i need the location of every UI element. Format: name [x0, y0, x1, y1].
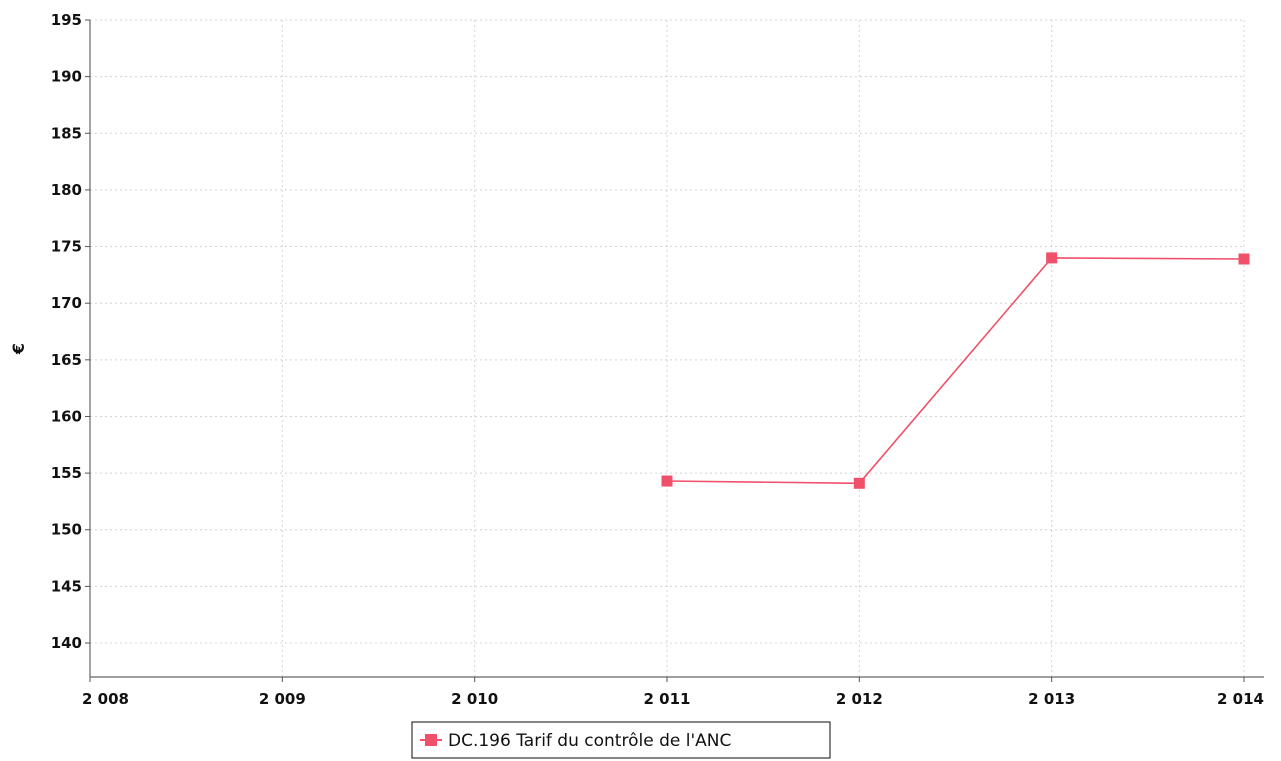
- y-tick-label: 180: [51, 181, 82, 199]
- series-point: [853, 477, 865, 489]
- y-tick-label: 165: [51, 351, 82, 369]
- x-tick-label: 2 010: [451, 690, 498, 708]
- legend-box: [411, 721, 831, 759]
- x-tick-label: 2 009: [259, 690, 306, 708]
- y-tick-label: 170: [51, 294, 82, 312]
- y-axis-label: €: [9, 343, 28, 355]
- x-tick-label: 2 008: [82, 690, 129, 708]
- axes: [89, 20, 1264, 678]
- x-tick-label: 2 013: [1028, 690, 1075, 708]
- series: [661, 252, 1250, 489]
- y-tick-label: 160: [51, 407, 82, 425]
- y-tick-label: 155: [51, 464, 82, 482]
- y-tick-label: 195: [51, 11, 82, 29]
- series-line: [666, 257, 1245, 485]
- x-axis-ticks: 2 008 2 009 2 010 2 011 2 012 2 013 2 014: [82, 677, 1264, 708]
- y-tick-label: 175: [51, 238, 82, 256]
- x-tick-label: 2 011: [644, 690, 691, 708]
- legend-marker-swatch: [425, 734, 437, 746]
- y-tick-label: 190: [51, 68, 82, 86]
- legend-entry-label: DC.196 Tarif du contrôle de l'ANC: [448, 731, 731, 751]
- series-point: [1046, 252, 1058, 264]
- grid: [89, 19, 1245, 677]
- y-axis-ticks: 140 145 150 155 160 165 170 175 180 185 190 195: [51, 11, 90, 652]
- legend: DC.196 Tarif du contrôle de l'ANC: [411, 721, 831, 759]
- y-tick-label: 140: [51, 634, 82, 652]
- y-tick-label: 145: [51, 577, 82, 595]
- series-point: [1238, 253, 1250, 265]
- y-tick-label: 150: [51, 521, 82, 539]
- x-tick-label: 2 014: [1217, 690, 1264, 708]
- x-tick-label: 2 012: [836, 690, 883, 708]
- y-tick-label: 185: [51, 124, 82, 142]
- series-point: [661, 475, 673, 487]
